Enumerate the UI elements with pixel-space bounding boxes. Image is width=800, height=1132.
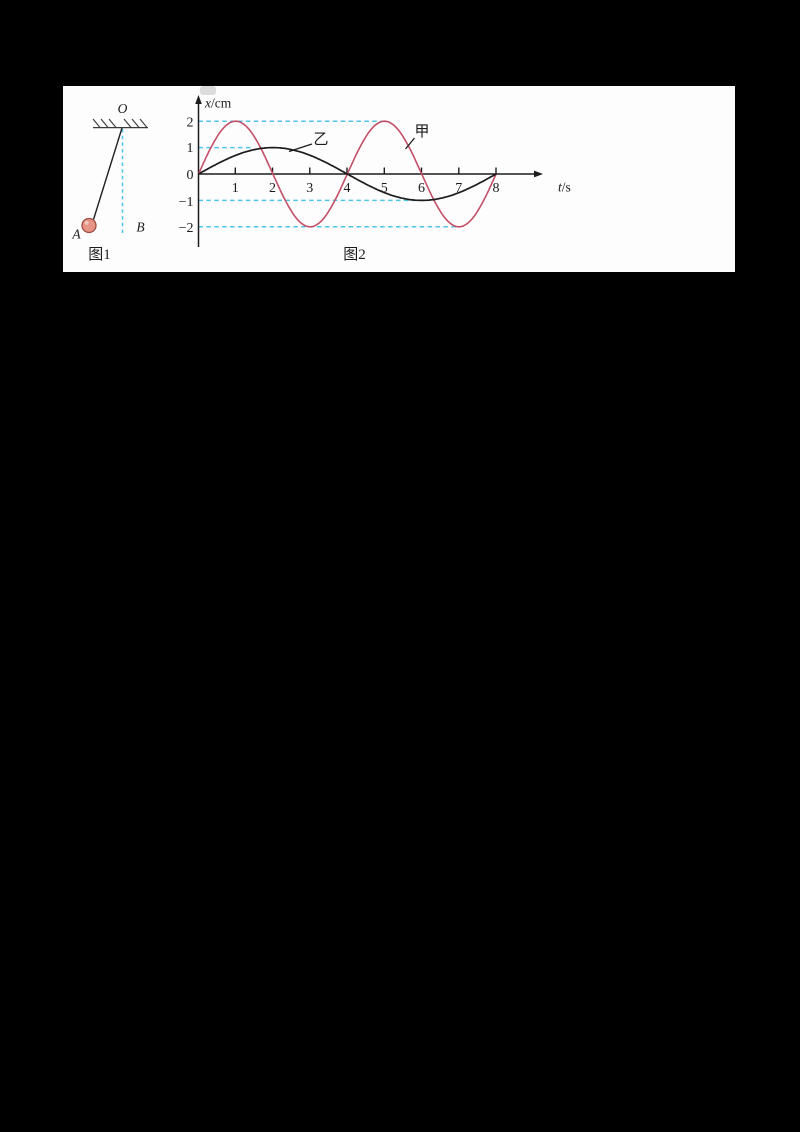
x-tick-4: 4 (344, 181, 351, 196)
pendulum-string (92, 127, 123, 220)
scan-smudge (200, 86, 216, 95)
y-tick-0: 0 (187, 168, 194, 183)
y-axis-label: x/cm (204, 96, 232, 111)
series-label-yi: 乙 (313, 132, 328, 148)
x-tick-labels: 1 2 3 4 5 6 7 8 (232, 181, 500, 196)
x-tick-3: 3 (306, 181, 313, 196)
pivot-label: O (118, 101, 128, 116)
x-tick-5: 5 (381, 181, 388, 196)
x-tick-marks (234, 167, 497, 174)
x-tick-2: 2 (269, 181, 276, 196)
x-tick-8: 8 (493, 181, 500, 196)
jia-leader-line (404, 137, 416, 150)
displacement-time-graph: 乙 甲 2 1 0 −1 −2 1 2 3 4 5 6 (179, 95, 571, 263)
x-axis-arrow (534, 170, 543, 178)
x-axis-label: t/s (558, 180, 571, 195)
curve-yi (198, 146, 497, 202)
y-axis-arrow (195, 95, 202, 104)
ceiling-hatching (92, 118, 148, 129)
physics-figure-svg: O A B 图1 (71, 86, 571, 263)
vertical-ref-label: B (136, 220, 144, 235)
dashed-gridlines (198, 120, 459, 228)
x-tick-1: 1 (232, 181, 239, 196)
y-tick-1: 1 (187, 141, 194, 156)
yi-leader-line (288, 143, 313, 153)
bob-label: A (71, 227, 81, 242)
bob-highlight (84, 220, 89, 225)
y-tick-n1: −1 (179, 195, 194, 210)
y-tick-2: 2 (187, 116, 194, 131)
y-tick-n2: −2 (179, 221, 194, 236)
x-tick-7: 7 (455, 181, 462, 196)
x-tick-6: 6 (418, 181, 425, 196)
figure2-caption: 图2 (343, 246, 366, 263)
pendulum-bob (81, 217, 97, 234)
pendulum-diagram: O A B 图1 (71, 101, 148, 263)
y-tick-labels: 2 1 0 −1 −2 (179, 116, 194, 237)
figure1-caption: 图1 (88, 246, 111, 263)
figure-panel: O A B 图1 (63, 86, 735, 272)
series-label-jia: 甲 (414, 124, 429, 140)
